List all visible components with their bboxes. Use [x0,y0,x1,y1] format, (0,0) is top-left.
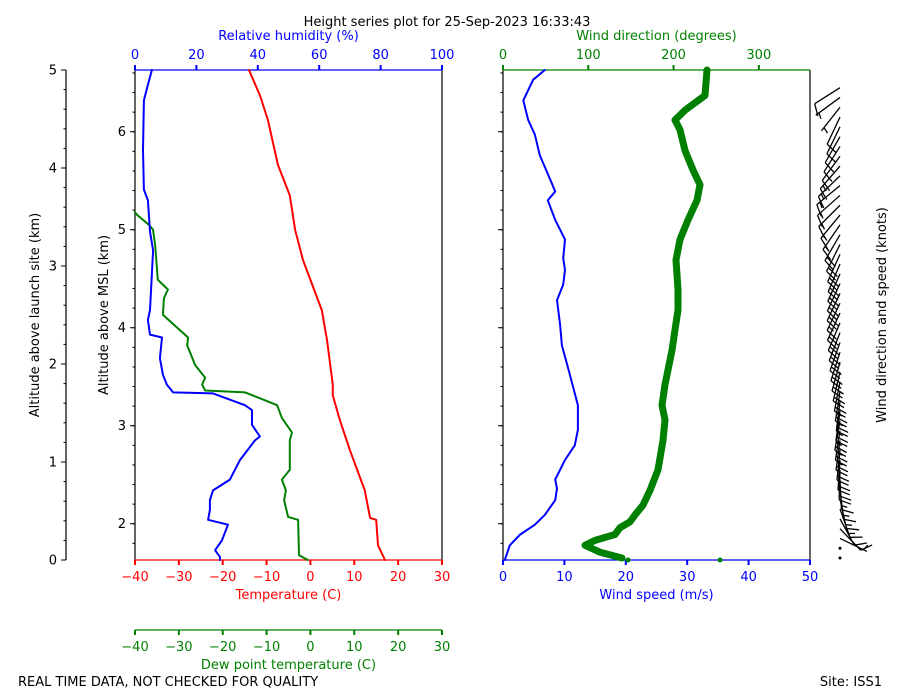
barb-axis-label: Wind direction and speed (knots) [875,207,890,423]
wind-barb [818,204,841,239]
rh-axis-tick-label: 20 [188,48,205,63]
dewpoint-line [134,211,309,561]
dewpoint-axis-label: Dew point temperature (C) [201,658,376,673]
rh-axis-tick-label: 40 [250,48,267,63]
temperature-axis-tick-label: −40 [121,570,148,585]
chart-title: Height series plot for 25-Sep-2023 16:33… [304,15,591,30]
wind-speed-line [503,69,579,561]
wind-barb [826,312,841,350]
wind-barb [814,87,841,117]
wind-direction-axis-tick-label: 200 [661,48,686,63]
agl-axis-label: Altitude above launch site (km) [28,213,43,417]
footer-site: Site: ISS1 [820,675,882,690]
wind-speed-axis-tick-label: 40 [740,570,757,585]
wind-barb [827,253,841,291]
wind-direction-axis-tick-label: 0 [499,48,507,63]
rh-line [142,69,261,561]
agl-axis-tick-label: 5 [49,64,57,79]
wind-barb [820,106,841,134]
temperature-axis-tick-label: −10 [253,570,280,585]
wind-barb [836,450,850,486]
wind-barb [816,194,841,228]
rh-axis-tick-label: 0 [131,48,139,63]
wind-barb [826,126,841,164]
temperature-axis-tick-label: −30 [165,570,192,585]
temperature-axis-label: Temperature (C) [235,588,342,603]
wind-barb [835,410,849,447]
wind-direction-axis-tick-label: 300 [746,48,771,63]
footer-quality-note: REAL TIME DATA, NOT CHECKED FOR QUALITY [18,675,318,690]
wind-barb [838,469,852,505]
wind-direction-surface-point [625,557,631,563]
temperature-axis-tick-label: 10 [346,570,363,585]
wind-speed-axis-tick-label: 50 [802,570,819,585]
msl-axis-label: Altitude above MSL (km) [97,235,112,395]
wind-barb [815,96,841,119]
wind-direction-axis-label: Wind direction (degrees) [576,29,736,44]
agl-axis-tick-label: 3 [49,260,57,275]
dewpoint-axis-tick-label: 30 [434,640,451,655]
msl-axis-tick-label: 5 [118,223,126,238]
wind-barb [835,440,849,477]
agl-axis-tick-label: 0 [49,554,57,569]
wind-barb [831,361,844,399]
agl-axis-tick-label: 4 [49,162,57,177]
rh-axis-tick-label: 60 [311,48,328,63]
rh-axis-label: Relative humidity (%) [218,29,359,44]
wind-speed-axis-tick-label: 0 [499,570,507,585]
temperature-axis-tick-label: 20 [390,570,407,585]
wind-direction-line [581,66,711,562]
wind-speed-axis-tick-label: 10 [556,570,573,585]
wind-barb [834,430,848,467]
wind-barb [822,224,841,260]
wind-panel: 0 10 20 30 40 50 Wind speed (m/s) 0 100 200 300 Win… [498,29,890,603]
wind-barb [834,391,848,428]
wind-barb [839,518,867,546]
wind-barb [826,116,841,154]
dewpoint-axis-tick-label: 20 [390,640,407,655]
temperature-axis-tick-label: −20 [209,570,236,585]
temperature-axis-tick-label: 0 [306,570,314,585]
wind-direction-surface-point [717,557,723,563]
thermo-panel: 0 1 2 3 4 5 2 3 4 5 6 Altitude above launch site (k… [28,29,454,673]
msl-axis-tick-label: 4 [118,321,126,336]
wind-barb [837,459,851,496]
msl-axis-tick-label: 2 [118,517,126,532]
agl-axis-tick-label: 1 [49,456,57,471]
wind-barb [820,214,841,250]
dewpoint-axis-tick-label: 0 [306,640,314,655]
wind-barb [839,479,854,514]
wind-speed-axis-tick-label: 30 [679,570,696,585]
temperature-line [248,69,386,561]
dewpoint-axis-tick-label: 10 [346,640,363,655]
wind-barb [835,401,849,437]
msl-axis-tick-label: 6 [118,125,126,140]
dewpoint-axis-tick-label: −20 [209,640,236,655]
wind-speed-axis-tick-label: 20 [618,570,635,585]
wind-barb [826,244,841,281]
dewpoint-axis-tick-label: −10 [253,640,280,655]
wind-barb [824,234,841,271]
temperature-axis-tick-label: 30 [434,570,451,585]
wind-barb [839,528,873,551]
wind-barb [832,371,846,409]
wind-barb [817,175,841,209]
rh-axis-tick-label: 100 [430,48,455,63]
wind-barb [834,420,847,457]
wind-direction-axis-tick-label: 100 [576,48,601,63]
msl-axis-tick-label: 3 [118,419,126,434]
dewpoint-axis-tick-label: −40 [121,640,148,655]
wind-barb [819,165,841,200]
calm-barb [838,546,842,550]
rh-axis-tick-label: 80 [372,48,389,63]
dewpoint-axis-tick-label: −30 [165,640,192,655]
wind-speed-axis-label: Wind speed (m/s) [599,588,713,603]
calm-barb [838,556,842,560]
wind-barbs [814,87,873,560]
agl-axis-tick-label: 2 [49,358,57,373]
